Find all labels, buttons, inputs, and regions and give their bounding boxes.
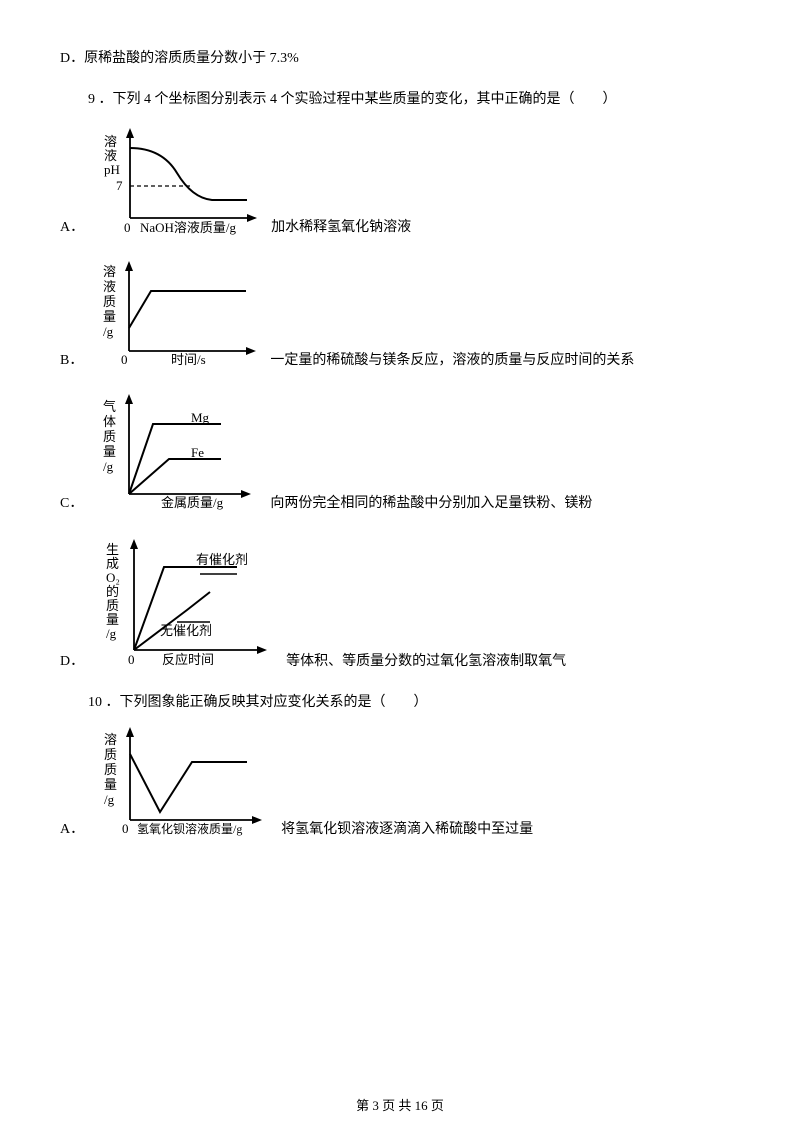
svg-text:量: 量 xyxy=(103,444,116,459)
option-text: 向两份完全相同的稀盐酸中分别加入足量铁粉、镁粉 xyxy=(270,492,592,514)
q10-option-a: A． 溶 质 质 量 /g 0 氢氧化钡溶液质量/g 将氢氧化钡溶液逐滴滴入稀硫… xyxy=(60,722,750,840)
svg-text:生: 生 xyxy=(106,542,119,557)
svg-text:气: 气 xyxy=(103,399,116,414)
svg-text:/g: /g xyxy=(106,626,117,641)
svg-text:的: 的 xyxy=(106,584,119,599)
svg-text:/g: /g xyxy=(104,792,115,807)
svg-text:质: 质 xyxy=(104,747,117,762)
svg-text:质: 质 xyxy=(106,598,119,613)
svg-text:溶: 溶 xyxy=(104,732,117,747)
svg-text:0: 0 xyxy=(124,220,131,235)
option-label: B． xyxy=(60,349,83,371)
chart-icon: 有催化剂 无催化剂 生 成 O₂ 的 质 量 /g 0 反应时间 xyxy=(92,532,282,672)
option-text: 一定量的稀硫酸与镁条反应，溶液的质量与反应时间的关系 xyxy=(270,349,634,371)
line-label: 无催化剂 xyxy=(160,623,212,638)
chart-icon: Mg Fe 气 体 质 量 /g 金属质量/g xyxy=(91,389,266,514)
svg-text:0: 0 xyxy=(128,652,135,667)
svg-text:0: 0 xyxy=(121,352,128,367)
svg-text:0: 0 xyxy=(122,821,129,836)
line-label: Fe xyxy=(191,445,204,460)
xlabel: 金属质量/g xyxy=(161,495,224,510)
svg-text:量: 量 xyxy=(103,309,116,324)
q10-stem: 10 ．下列图象能正确反映其对应变化关系的是（ ） xyxy=(60,690,750,715)
line-label: Mg xyxy=(191,410,210,425)
xlabel: 反应时间 xyxy=(162,652,214,667)
line-label: 有催化剂 xyxy=(196,552,248,567)
q9-stem: 9 ．下列 4 个坐标图分别表示 4 个实验过程中某些质量的变化，其中正确的是（… xyxy=(60,87,750,112)
svg-text:质: 质 xyxy=(103,294,116,309)
page-footer: 第 3 页 共 16 页 xyxy=(0,1095,800,1114)
svg-text:量: 量 xyxy=(104,777,117,792)
chart-icon: 溶 液 pH 7 0 NaOH溶液质量/g xyxy=(92,118,267,238)
option-text: 加水稀释氢氧化钠溶液 xyxy=(271,216,411,238)
prev-option-d: D．原稀盐酸的溶质质量分数小于 7.3% xyxy=(60,46,750,71)
svg-text:溶: 溶 xyxy=(103,264,116,279)
page: D．原稀盐酸的溶质质量分数小于 7.3% 9 ．下列 4 个坐标图分别表示 4 … xyxy=(0,0,800,1132)
svg-text:O₂: O₂ xyxy=(106,570,120,585)
xlabel: NaOH溶液质量/g xyxy=(140,220,237,235)
svg-text:体: 体 xyxy=(103,414,116,429)
option-label: D． xyxy=(60,650,84,672)
svg-text:/g: /g xyxy=(103,324,114,339)
option-label: A． xyxy=(60,818,84,840)
option-label: C． xyxy=(60,492,83,514)
svg-text:质: 质 xyxy=(104,762,117,777)
dashed-label: 7 xyxy=(116,178,123,193)
q9-option-c: C． Mg Fe 气 体 质 量 /g 金属质量/g 向两份完全相同的稀盐酸中分… xyxy=(60,389,750,514)
q9-option-b: B． 溶 液 质 量 /g 0 时间/s 一定量的稀硫酸与镁条反应，溶液的质量与… xyxy=(60,256,750,371)
q9-option-a: A． 溶 液 pH 7 0 NaOH溶液质量/g 加水稀释氢氧化钠溶液 xyxy=(60,118,750,238)
q9-option-d: D． 有催化剂 无催化剂 生 成 O₂ 的 质 量 /g 0 反应时间 等体积、… xyxy=(60,532,750,672)
xlabel: 氢氧化钡溶液质量/g xyxy=(137,821,242,836)
svg-text:液: 液 xyxy=(104,148,117,163)
svg-text:/g: /g xyxy=(103,459,114,474)
svg-text:量: 量 xyxy=(106,612,119,627)
ylabel: 溶 xyxy=(104,134,117,149)
xlabel: 时间/s xyxy=(171,352,206,367)
svg-text:成: 成 xyxy=(106,556,119,571)
svg-text:pH: pH xyxy=(104,162,120,177)
svg-text:液: 液 xyxy=(103,279,116,294)
svg-text:质: 质 xyxy=(103,429,116,444)
option-text: 等体积、等质量分数的过氧化氢溶液制取氧气 xyxy=(286,650,566,672)
chart-icon: 溶 液 质 量 /g 0 时间/s xyxy=(91,256,266,371)
chart-icon: 溶 质 质 量 /g 0 氢氧化钡溶液质量/g xyxy=(92,722,277,840)
option-text: 将氢氧化钡溶液逐滴滴入稀硫酸中至过量 xyxy=(281,818,533,840)
option-label: A． xyxy=(60,216,84,238)
